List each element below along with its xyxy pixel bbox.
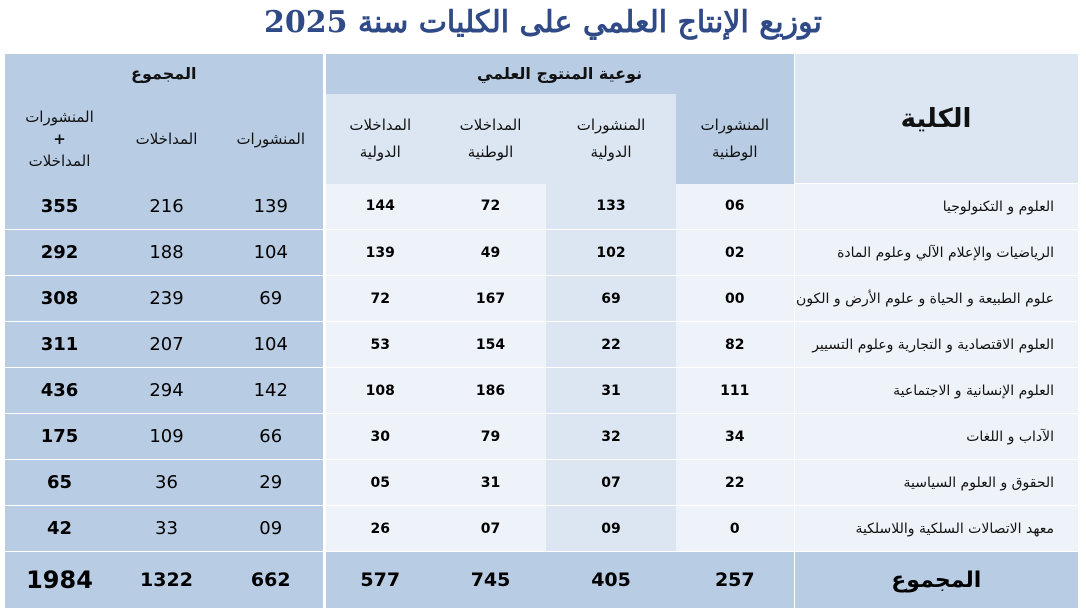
international-talks-cell: 144: [322, 183, 436, 230]
total-all-cell: 292: [5, 229, 114, 276]
international-publications-cell: 32: [546, 413, 677, 460]
national-publications-cell: 00: [676, 275, 795, 322]
total-talks-cell: 207: [114, 321, 219, 368]
national-publications-cell: 02: [676, 229, 795, 276]
college-name-cell: الحقوق و العلوم السياسية: [793, 459, 1079, 506]
international-publications-cell: 102: [546, 229, 677, 276]
international-talks-cell: 72: [322, 275, 436, 322]
totals-row: المجموع 257 405 745 577 662 1322 1984: [5, 551, 1079, 608]
international-talks-cell: 05: [322, 459, 436, 506]
total-talks-cell: 188: [114, 229, 219, 276]
total-all-cell: 42: [5, 505, 114, 552]
total-talks-cell: 294: [114, 367, 219, 414]
international-publications-cell: 31: [546, 367, 677, 414]
international-talks-cell: 108: [322, 367, 436, 414]
total-all-cell: 311: [5, 321, 114, 368]
header-total-all: المنشورات + المداخلات: [5, 93, 114, 184]
national-publications-cell: 22: [676, 459, 795, 506]
total-talks-cell: 109: [114, 413, 219, 460]
college-name-cell: معهد الاتصالات السلكية واللاسلكية: [793, 505, 1079, 552]
international-publications-cell: 22: [546, 321, 677, 368]
national-talks-cell: 07: [435, 505, 547, 552]
header-total-publications: المنشورات: [219, 93, 324, 184]
international-talks-cell: 30: [322, 413, 436, 460]
header-type-group: نوعية المنتوج العلمي: [322, 53, 795, 94]
international-publications-cell: 133: [546, 183, 677, 230]
table-row: الآداب و اللغات 34 32 79 30 66 109 175: [5, 413, 1079, 460]
total-all-cell: 355: [5, 183, 114, 230]
total-publications: 662: [219, 551, 324, 608]
college-name-cell: علوم الطبيعة و الحياة و علوم الأرض و الك…: [793, 275, 1079, 322]
national-publications-cell: 111: [676, 367, 795, 414]
table-row: العلوم الاقتصادية و التجارية وعلوم التسي…: [5, 321, 1079, 368]
national-talks-cell: 154: [435, 321, 547, 368]
total-all-cell: 65: [5, 459, 114, 506]
college-name-cell: الآداب و اللغات: [793, 413, 1079, 460]
table-row: الحقوق و العلوم السياسية 22 07 31 05 29 36 65: [5, 459, 1079, 506]
total-publications-cell: 139: [219, 183, 324, 230]
national-publications-cell: 82: [676, 321, 795, 368]
international-talks-cell: 139: [322, 229, 436, 276]
international-talks-cell: 53: [322, 321, 436, 368]
header-international-talks: المداخلات الدولية: [322, 93, 436, 184]
header-total-group: المجموع: [5, 53, 324, 94]
total-publications-cell: 09: [219, 505, 324, 552]
header-national-publications: المنشورات الوطنية: [676, 93, 795, 184]
total-publications-cell: 104: [219, 229, 324, 276]
total-international-talks: 577: [322, 551, 436, 608]
national-talks-cell: 186: [435, 367, 547, 414]
production-table: الكلية نوعية المنتوج العلمي المجموع المن…: [5, 53, 1079, 608]
college-name-cell: العلوم الإنسانية و الاجتماعية: [793, 367, 1079, 414]
header-international-publications: المنشورات الدولية: [546, 93, 677, 184]
international-publications-cell: 07: [546, 459, 677, 506]
totals-label: المجموع: [793, 551, 1079, 608]
header-college: الكلية: [793, 53, 1079, 184]
national-talks-cell: 31: [435, 459, 547, 506]
national-publications-cell: 06: [676, 183, 795, 230]
table-row: علوم الطبيعة و الحياة و علوم الأرض و الك…: [5, 275, 1079, 322]
college-name-cell: العلوم الاقتصادية و التجارية وعلوم التسي…: [793, 321, 1079, 368]
total-publications-cell: 69: [219, 275, 324, 322]
international-talks-cell: 26: [322, 505, 436, 552]
total-publications-cell: 104: [219, 321, 324, 368]
total-talks-cell: 216: [114, 183, 219, 230]
header-total-talks: المداخلات: [114, 93, 219, 184]
national-talks-cell: 167: [435, 275, 547, 322]
table-body: العلوم و التكنولوجيا 06 133 72 144 139 216 355 ا…: [5, 183, 1079, 552]
total-publications-cell: 66: [219, 413, 324, 460]
table-row: العلوم و التكنولوجيا 06 133 72 144 139 216 355: [5, 183, 1079, 230]
total-international-publications: 405: [546, 551, 677, 608]
table-row: العلوم الإنسانية و الاجتماعية 111 31 186 108…: [5, 367, 1079, 414]
total-publications-cell: 142: [219, 367, 324, 414]
total-publications-cell: 29: [219, 459, 324, 506]
national-talks-cell: 49: [435, 229, 547, 276]
national-publications-cell: 34: [676, 413, 795, 460]
total-all-cell: 436: [5, 367, 114, 414]
college-name-cell: العلوم و التكنولوجيا: [793, 183, 1079, 230]
international-publications-cell: 09: [546, 505, 677, 552]
total-talks-cell: 239: [114, 275, 219, 322]
international-publications-cell: 69: [546, 275, 677, 322]
grand-total: 1984: [5, 551, 114, 608]
national-talks-cell: 79: [435, 413, 547, 460]
national-publications-cell: 0: [676, 505, 795, 552]
page-title: توزيع الإنتاج العلمي على الكليات سنة 202…: [264, 5, 822, 40]
table-row: الرياضيات والإعلام الآلي وعلوم المادة 02 1…: [5, 229, 1079, 276]
total-national-publications: 257: [676, 551, 795, 608]
national-talks-cell: 72: [435, 183, 547, 230]
total-talks-cell: 33: [114, 505, 219, 552]
total-all-cell: 175: [5, 413, 114, 460]
total-talks: 1322: [114, 551, 219, 608]
total-talks-cell: 36: [114, 459, 219, 506]
table-row: معهد الاتصالات السلكية واللاسلكية 0 09 07 26…: [5, 505, 1079, 552]
college-name-cell: الرياضيات والإعلام الآلي وعلوم المادة: [793, 229, 1079, 276]
header-national-talks: المداخلات الوطنية: [435, 93, 547, 184]
total-national-talks: 745: [435, 551, 547, 608]
total-all-cell: 308: [5, 275, 114, 322]
